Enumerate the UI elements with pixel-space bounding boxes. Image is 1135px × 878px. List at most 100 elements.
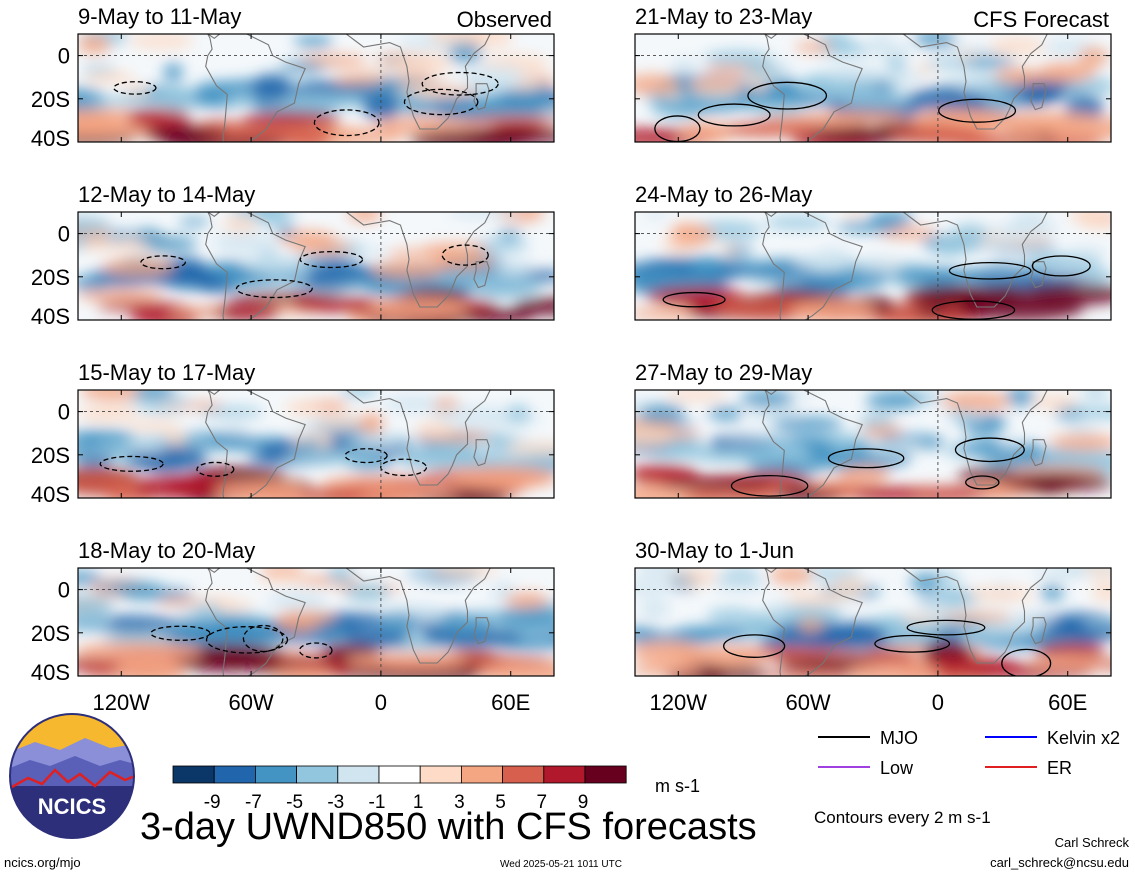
timestamp: Wed 2025-05-21 1011 UTC xyxy=(500,859,622,870)
panel-title: 18-May to 20-May xyxy=(78,538,255,563)
anomaly-blob xyxy=(278,610,337,625)
easterly-blob xyxy=(841,93,915,107)
westerly-blob xyxy=(271,666,334,676)
easterly-blob xyxy=(667,436,706,457)
anomaly-blob xyxy=(429,34,486,42)
westerly-blob xyxy=(839,465,890,484)
author-email[interactable]: carl_schreck@ncsu.edu xyxy=(990,855,1129,870)
anomaly-blob xyxy=(890,440,923,450)
anomaly-blob xyxy=(78,610,113,632)
westerly-blob xyxy=(915,126,988,142)
westerly-blob xyxy=(450,466,554,490)
westerly-blob xyxy=(78,658,122,671)
anomaly-blob xyxy=(495,606,554,628)
anomaly-blob xyxy=(289,424,323,433)
mjo-contour xyxy=(150,625,211,641)
anomaly-blobs xyxy=(78,568,554,676)
y-tick-label: 0 xyxy=(58,400,70,425)
madagascar-coastline xyxy=(1030,261,1047,289)
mjo-contour xyxy=(99,455,164,472)
x-tick-label: 60W xyxy=(785,690,830,715)
anomaly-blob xyxy=(157,597,205,607)
anomaly-blob xyxy=(785,591,844,607)
westerly-blob xyxy=(463,127,554,142)
logo-mountain-back xyxy=(10,738,134,770)
anomaly-blob xyxy=(666,390,728,402)
legend-label: MJO xyxy=(880,728,918,748)
mjo-contour xyxy=(965,475,1000,490)
anomaly-blob xyxy=(78,216,112,234)
anomaly-blob xyxy=(133,390,176,401)
anomaly-blob xyxy=(885,56,907,73)
anomaly-blob xyxy=(677,577,710,588)
mjo-contour xyxy=(235,279,313,299)
westerly-blob xyxy=(96,301,183,312)
westerly-blob xyxy=(683,488,783,498)
anomaly-blob xyxy=(967,585,1035,603)
site-url[interactable]: ncics.org/mjo xyxy=(4,855,81,870)
easterly-blob xyxy=(78,275,114,291)
colorbar: -9 -7 -5 -3 -1 1 3 5 7 9 xyxy=(172,765,627,813)
mjo-contour xyxy=(662,291,726,308)
westerly-blob xyxy=(789,298,877,320)
x-tick-label: 120W xyxy=(650,690,708,715)
south-america-coastline xyxy=(205,34,306,142)
mjo-contour xyxy=(931,300,1016,320)
colorbar-swatch xyxy=(460,765,503,784)
easterly-blob xyxy=(167,630,251,649)
mjo-contour xyxy=(723,634,786,658)
anomaly-blob xyxy=(635,580,675,596)
madagascar-coastline xyxy=(473,261,490,289)
anomaly-blob xyxy=(933,44,996,56)
anomaly-blob xyxy=(377,612,419,634)
panel-4: 21-May to 23-May CFS Forecast xyxy=(634,4,1112,143)
anomaly-blob xyxy=(1007,72,1083,82)
mjo-contour xyxy=(299,250,364,269)
mjo-contour xyxy=(196,461,235,477)
anomaly-blob xyxy=(740,390,794,408)
anomaly-blobs xyxy=(635,212,1111,320)
easterly-blob xyxy=(86,95,194,107)
anomaly-blob xyxy=(125,85,150,97)
anomaly-blob xyxy=(80,390,149,402)
y-tick-label: 40S xyxy=(31,126,70,151)
westerly-blob xyxy=(969,118,1020,130)
westerly-blob xyxy=(345,652,470,671)
mjo-contour xyxy=(403,88,479,116)
colorbar-swatch xyxy=(584,765,627,784)
colorbar-swatch xyxy=(172,765,215,784)
panel-frame xyxy=(77,567,555,677)
anomaly-blob xyxy=(833,576,866,598)
main-title: 3-day UWND850 with CFS forecasts xyxy=(140,806,757,848)
anomaly-blob xyxy=(222,215,259,234)
x-tick-label: 60W xyxy=(228,690,273,715)
anomaly-blobs xyxy=(78,390,554,498)
anomaly-blob xyxy=(743,65,780,77)
panel-title: 27-May to 29-May xyxy=(635,360,812,385)
westerly-blob xyxy=(78,471,141,497)
madagascar-coastline xyxy=(473,617,490,645)
anomaly-blob xyxy=(688,80,744,90)
anomaly-blob xyxy=(933,235,980,253)
colorbar-swatch xyxy=(213,765,256,784)
anomaly-blob xyxy=(1062,406,1111,419)
y-tick-label: 20S xyxy=(31,265,70,290)
anomaly-blob xyxy=(298,439,320,451)
easterly-blob xyxy=(635,626,660,644)
anomaly-blob xyxy=(940,390,1011,412)
south-america-coastline xyxy=(205,212,306,320)
westerly-blob xyxy=(475,661,554,676)
wind-field xyxy=(635,212,1111,320)
westerly-blob xyxy=(1026,473,1072,495)
anomaly-blob xyxy=(504,592,550,609)
madagascar-coastline xyxy=(1030,617,1047,645)
anomaly-blob xyxy=(792,253,848,271)
mjo-contour xyxy=(906,619,986,636)
africa-coastline xyxy=(345,390,491,486)
anomaly-blob xyxy=(134,235,198,252)
anomaly-blob xyxy=(886,71,927,84)
y-tick-label: 20S xyxy=(31,87,70,112)
easterly-blob xyxy=(421,629,523,647)
colorbar-tick-label: -7 xyxy=(245,792,262,813)
